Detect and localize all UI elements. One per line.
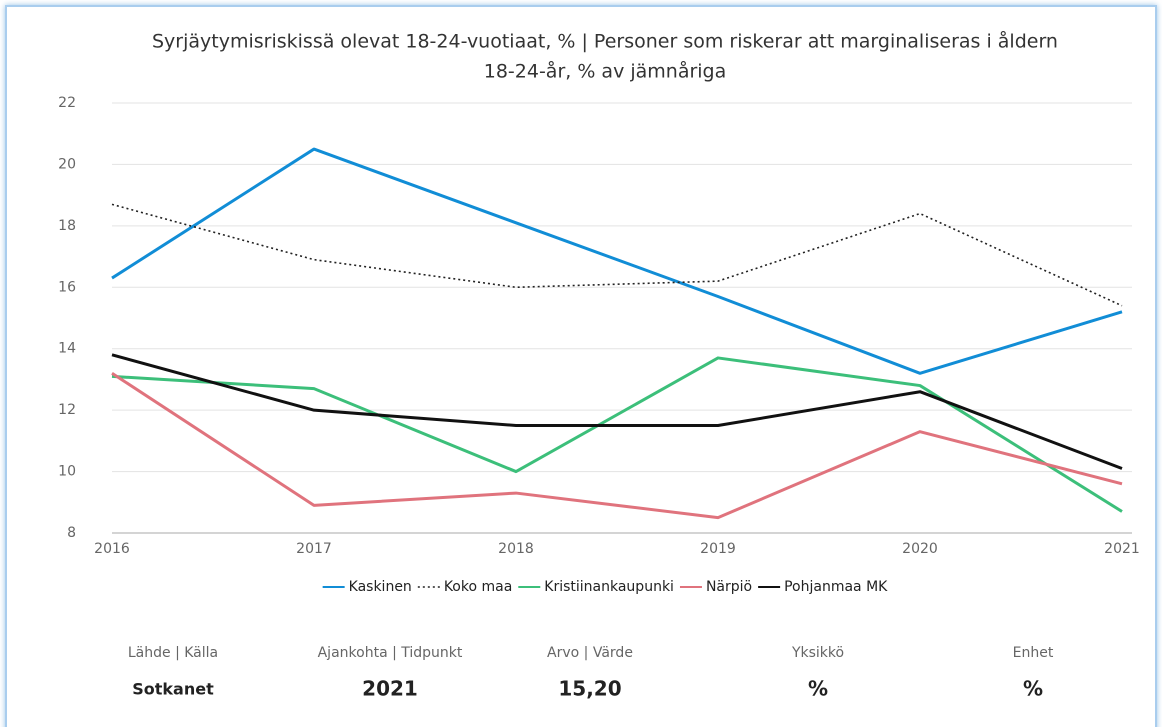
legend-label: Närpiö bbox=[706, 579, 752, 595]
y-tick-label: 18 bbox=[58, 218, 76, 234]
series-line bbox=[111, 353, 1123, 470]
legend-label: Kaskinen bbox=[349, 579, 412, 595]
x-tick-label: 2021 bbox=[1104, 541, 1140, 557]
footer-label: Yksikkö bbox=[791, 645, 844, 661]
y-tick-label: 20 bbox=[58, 156, 76, 172]
legend-label: Pohjanmaa MK bbox=[784, 579, 888, 595]
y-tick-label: 10 bbox=[58, 464, 76, 480]
footer-value: % bbox=[1023, 677, 1043, 701]
legend-label: Kristiinankaupunki bbox=[544, 579, 674, 595]
series-line bbox=[111, 203, 1123, 307]
series-line bbox=[111, 356, 1123, 513]
x-tick-label: 2020 bbox=[902, 541, 938, 557]
y-tick-label: 8 bbox=[67, 525, 76, 541]
y-tick-label: 14 bbox=[58, 341, 76, 357]
legend-label: Koko maa bbox=[444, 579, 512, 595]
footer-label: Enhet bbox=[1013, 645, 1054, 661]
footer-value: % bbox=[808, 677, 828, 701]
x-tick-label: 2018 bbox=[498, 541, 534, 557]
y-tick-label: 16 bbox=[58, 279, 76, 295]
y-tick-label: 12 bbox=[58, 402, 76, 418]
chart-title: Syrjäytymisriskissä olevat 18-24-vuotiaa… bbox=[152, 30, 1058, 53]
footer-label: Ajankohta | Tidpunkt bbox=[318, 645, 463, 661]
card-frame bbox=[5, 5, 1157, 727]
chart-title: 18-24-år, % av jämnåriga bbox=[484, 60, 727, 83]
series-line bbox=[111, 372, 1123, 520]
footer-value: Sotkanet bbox=[132, 680, 214, 699]
footer-label: Lähde | Källa bbox=[128, 645, 218, 661]
y-tick-label: 22 bbox=[58, 95, 76, 111]
footer-value: 15,20 bbox=[558, 677, 621, 701]
x-tick-label: 2017 bbox=[296, 541, 332, 557]
footer-label: Arvo | Värde bbox=[547, 645, 633, 661]
series-line bbox=[111, 147, 1123, 375]
x-tick-label: 2019 bbox=[700, 541, 736, 557]
x-tick-label: 2016 bbox=[94, 541, 130, 557]
footer-value: 2021 bbox=[362, 677, 418, 701]
